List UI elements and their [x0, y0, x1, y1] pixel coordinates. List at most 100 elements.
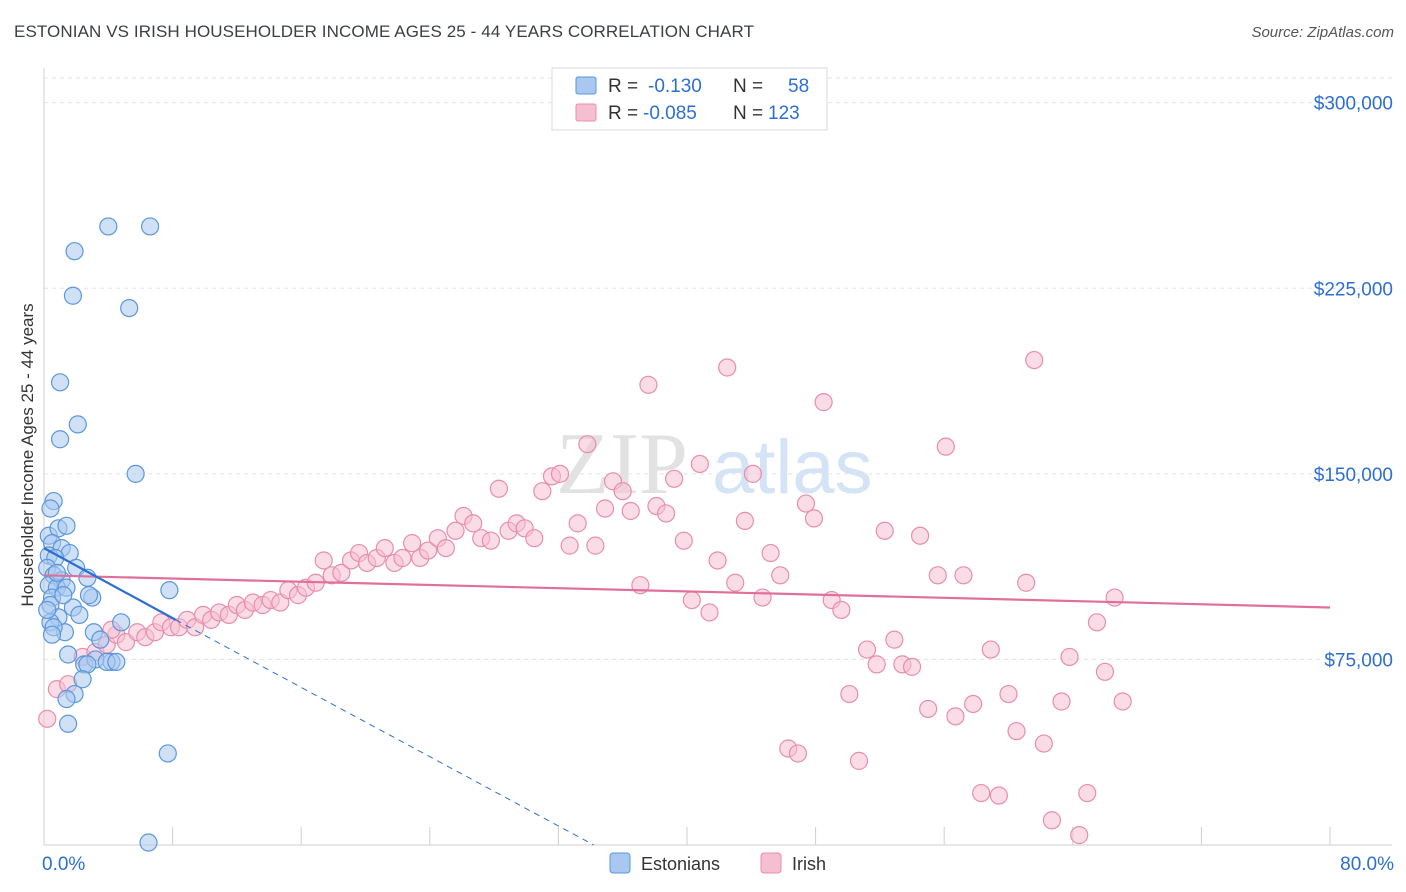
irish-point [875, 521, 894, 540]
irish-point [1017, 573, 1036, 592]
irish-point [393, 548, 412, 568]
irish-point [771, 566, 790, 585]
irish-point [867, 655, 886, 674]
trend-lines [43, 547, 1331, 846]
irish-point [1070, 826, 1089, 845]
y-axis-label: Householder Income Ages 25 - 44 years [18, 303, 37, 606]
irish-point [753, 588, 772, 607]
irish-point [1025, 350, 1044, 370]
legend-swatch-irish [575, 103, 597, 122]
irish-point [595, 499, 615, 518]
legend-swatch-estonians [575, 76, 597, 95]
irish-point [981, 640, 1000, 659]
estonian-point [50, 430, 70, 449]
estonian-point [160, 581, 179, 600]
irish-point [550, 464, 570, 483]
source-label: Source: ZipAtlas.com [1251, 24, 1394, 41]
estonian-point [59, 645, 78, 664]
irish-point [788, 744, 808, 763]
estonian-point [50, 373, 70, 392]
irish-point [419, 541, 438, 560]
estonian-point [54, 586, 73, 605]
estonian-point [63, 286, 83, 305]
legend-label-irish: Irish [792, 854, 826, 874]
irish-point [446, 521, 465, 540]
estonian-point [38, 600, 57, 620]
irish-point [840, 684, 859, 704]
estonian-point [41, 499, 60, 518]
irish-point [489, 479, 509, 498]
irish-point [928, 566, 947, 585]
irish-point [560, 536, 579, 555]
irish-point [708, 551, 727, 570]
grid-lines [44, 77, 1392, 660]
legend-n-value: 58 [788, 76, 809, 97]
estonian-trend-line [43, 547, 177, 621]
y-tick-label: $150,000 [1314, 465, 1393, 486]
watermark: ZIP atlas [556, 416, 873, 513]
estonian-point [68, 415, 87, 434]
estonian-point [59, 714, 78, 733]
irish-point [613, 482, 632, 501]
irish-point [964, 694, 983, 714]
correlation-legend: R = -0.130 N = 58 R = -0.085 N = 123 [551, 67, 828, 131]
tick-labels: $75,000 $150,000 $225,000 $300,000 0.0% 80.0% [42, 94, 1394, 875]
irish-point [525, 529, 544, 548]
irish-point [1042, 811, 1062, 830]
y-tick-label: $225,000 [1314, 279, 1393, 300]
irish-point [1113, 692, 1132, 711]
irish-point [38, 709, 57, 728]
watermark-atlas: atlas [712, 425, 873, 510]
irish-point [919, 699, 938, 719]
estonian-point [73, 670, 92, 689]
irish-point [1078, 783, 1097, 803]
irish-point [639, 375, 658, 394]
legend-label-estonians: Estonians [641, 854, 720, 874]
y-tick-label: $300,000 [1314, 94, 1393, 115]
x-tick-label: 80.0% [1340, 854, 1394, 875]
irish-point [1095, 662, 1115, 681]
legend-n-label: N = [733, 103, 763, 124]
irish-point [796, 494, 816, 513]
estonian-point [42, 625, 62, 644]
data-points [38, 217, 1132, 852]
irish-point [1007, 722, 1026, 741]
irish-point [481, 531, 500, 550]
irish-point [621, 501, 640, 521]
irish-point [1052, 692, 1071, 711]
irish-point [954, 566, 973, 585]
irish-point [857, 640, 877, 659]
legend-n-value: 123 [768, 103, 800, 124]
irish-point [902, 657, 922, 676]
series-legend: Estonians Irish [609, 852, 826, 874]
irish-point [718, 358, 737, 377]
irish-point [832, 600, 851, 620]
irish-point [989, 786, 1008, 805]
irish-point [936, 437, 955, 456]
irish-point [657, 504, 676, 523]
estonian-trend-extension [175, 619, 595, 846]
estonian-point [120, 299, 139, 318]
irish-point [735, 511, 754, 530]
irish-point [814, 393, 833, 412]
estonian-point [158, 744, 177, 763]
irish-point [682, 590, 701, 610]
legend-r-label: R = [608, 76, 638, 97]
estonian-point [91, 630, 110, 649]
irish-point [1034, 734, 1053, 753]
irish-point [690, 454, 709, 474]
irish-point [332, 563, 351, 582]
irish-point [700, 603, 719, 622]
estonian-point [47, 563, 66, 582]
irish-point [849, 751, 869, 770]
y-tick-label: $75,000 [1324, 650, 1393, 671]
irish-point [436, 538, 455, 558]
legend-n-label: N = [733, 76, 763, 97]
estonian-point [79, 586, 99, 605]
irish-point [999, 684, 1018, 704]
irish-point [946, 707, 965, 726]
irish-point [761, 543, 780, 563]
estonian-point [57, 689, 76, 709]
irish-point [804, 509, 824, 528]
estonian-point [99, 217, 118, 236]
